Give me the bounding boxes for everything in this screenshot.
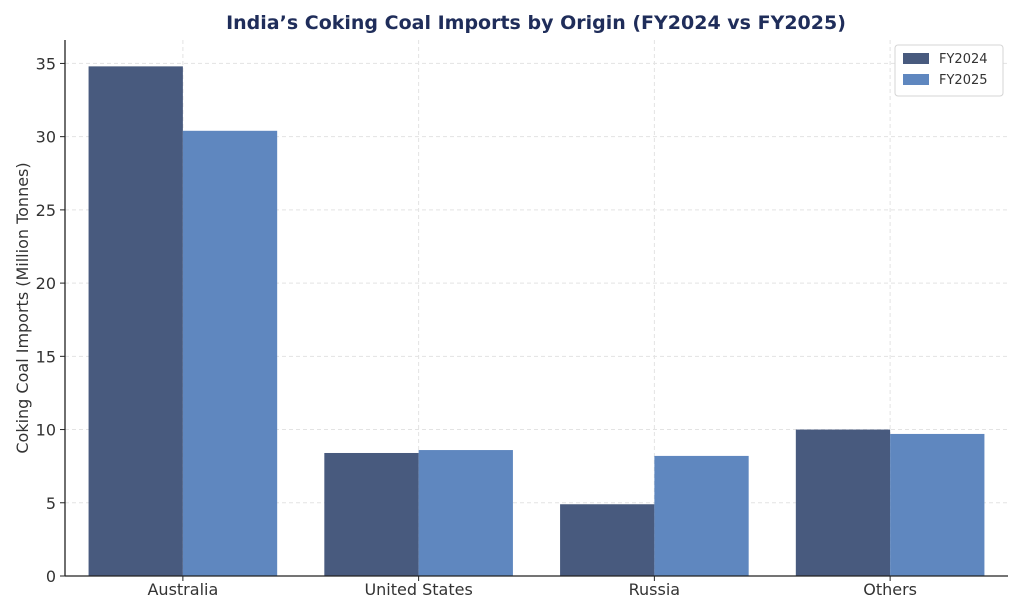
y-axis-label: Coking Coal Imports (Million Tonnes): [13, 162, 32, 453]
y-tick-label: 15: [36, 347, 56, 366]
y-tick-label: 20: [36, 274, 56, 293]
x-tick-label: Russia: [629, 580, 680, 599]
bar-fy2025-russia: [654, 455, 749, 576]
legend-label-fy2024: FY2024: [939, 52, 988, 67]
chart-title: India’s Coking Coal Imports by Origin (F…: [226, 12, 846, 34]
legend-swatch-fy2024: [903, 53, 929, 64]
y-tick-label: 10: [36, 421, 56, 440]
legend-label-fy2025: FY2025: [939, 73, 988, 88]
y-tick-label: 0: [46, 567, 56, 586]
x-tick-label: Others: [863, 580, 917, 599]
bar-fy2024-russia: [560, 504, 655, 576]
bar-fy2024-united-states: [324, 452, 419, 576]
bar-fy2024-australia: [88, 66, 183, 576]
x-tick-label: Australia: [147, 580, 218, 599]
axes: 0 5 10 15 20 25 30 35 Australia United States Russ…: [36, 40, 1008, 599]
bar-fy2025-australia: [182, 130, 278, 576]
bar-fy2024-others: [795, 429, 891, 576]
y-tick-label: 30: [36, 128, 56, 147]
y-tick-label: 35: [36, 54, 56, 73]
y-tick-label: 25: [36, 201, 56, 220]
bars: [88, 66, 985, 576]
bar-fy2025-united-states: [418, 450, 513, 576]
legend: FY2024 FY2025: [894, 44, 1004, 97]
legend-swatch-fy2025: [903, 74, 929, 85]
bar-fy2025-others: [890, 433, 985, 576]
y-tick-label: 5: [46, 494, 56, 513]
x-tick-label: United States: [364, 580, 472, 599]
